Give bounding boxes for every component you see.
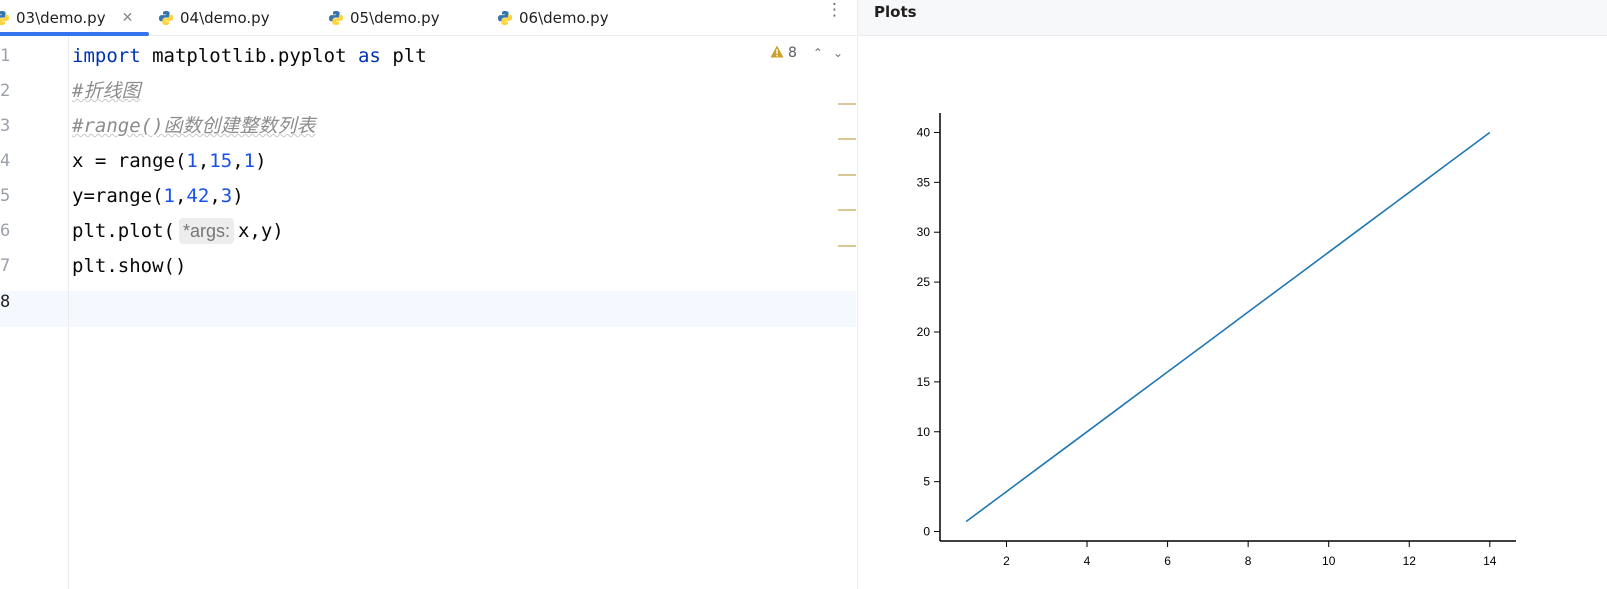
keyword: import [72,45,141,67]
comment: #range()函数创建整数列表 [72,115,316,137]
code-line-6[interactable]: plt.plot(*args: x,y) [72,213,284,249]
code-line-2[interactable]: #折线图 [72,73,140,109]
line-number: 2 [0,81,11,101]
inspection-widget[interactable]: 8 ⌃ ⌄ [770,42,843,64]
code-text: plt.show() [72,255,187,277]
y-tick-label: 15 [917,375,931,389]
more-options-icon[interactable]: ⋮ [826,0,843,20]
x-tick-label: 4 [1084,554,1091,568]
code-line-3[interactable]: #range()函数创建整数列表 [72,108,316,144]
y-tick-label: 25 [917,275,931,289]
tab-03-demo[interactable]: 03\demo.py ✕ [0,0,133,35]
code-text: x = range( [72,150,187,172]
python-file-icon [158,10,174,26]
error-stripe-mark[interactable] [838,245,856,247]
active-tab-indicator [0,32,149,36]
tab-06-demo[interactable]: 06\demo.py [497,0,609,35]
code-text: , [232,150,244,172]
line-number-current: 8 [0,292,11,312]
chevron-up-icon[interactable]: ⌃ [812,46,823,60]
code-line-4[interactable]: x = range(1,15,1) [72,143,267,179]
x-tick-label: 10 [1322,554,1336,568]
error-stripe-mark[interactable] [838,174,856,176]
number-literal: 3 [220,185,233,207]
tab-label: 05\demo.py [350,8,440,27]
current-line-highlight [0,291,856,327]
code-text: ) [255,150,267,172]
error-stripe-mark[interactable] [838,103,856,105]
error-stripe-mark[interactable] [838,209,856,211]
series-line [965,131,1491,523]
x-tick-label: 8 [1245,554,1252,568]
code-line-5[interactable]: y=range(1,42,3) [72,178,244,214]
line-number: 3 [0,116,11,136]
x-tick-label: 14 [1483,554,1497,568]
y-tick-label: 5 [923,475,930,489]
code-line-8[interactable] [72,284,852,320]
y-tick-label: 20 [917,325,931,339]
line-chart[interactable]: 2 4 6 8 10 12 14 0 5 10 15 20 25 30 35 40 [858,36,1607,589]
x-tick-label: 2 [1003,554,1010,568]
number-literal: 1 [243,150,256,172]
plots-pane: Plots 2 4 6 8 10 12 14 0 5 10 15 20 25 30 35 40 [857,0,1607,589]
tab-bar: 03\demo.py ✕ 04\demo.py 05\demo.py 06\de… [0,0,856,36]
x-tick-label: 12 [1403,554,1417,568]
editor-pane: 03\demo.py ✕ 04\demo.py 05\demo.py 06\de… [0,0,856,589]
y-tick-label: 10 [917,425,931,439]
parameter-hint: *args: [178,218,234,244]
python-file-icon [0,10,10,26]
tab-label: 06\demo.py [519,8,609,27]
chart-ticks: 2 4 6 8 10 12 14 0 5 10 15 20 25 30 35 40 [917,125,1497,568]
chart-axes [939,113,1516,542]
code-line-1[interactable]: import matplotlib.pyplot as plt [72,38,427,74]
line-number-gutter: 1 2 3 4 5 6 7 8 [0,36,69,589]
comment: #折线图 [72,80,141,102]
code-text: , [174,185,187,207]
line-number: 6 [0,221,11,241]
python-file-icon [497,10,513,26]
module-name: matplotlib.pyplot [140,45,358,67]
error-stripe-mark[interactable] [838,138,856,140]
tab-label: 04\demo.py [180,8,270,27]
y-tick-label: 0 [923,525,930,539]
chevron-down-icon[interactable]: ⌄ [832,46,844,60]
code-text: , [209,185,221,207]
tab-label: 03\demo.py [16,8,106,27]
plots-header: Plots [858,0,1607,36]
alias-name: plt [380,45,427,67]
line-number: 7 [0,256,11,276]
close-icon[interactable]: ✕ [121,9,134,26]
y-tick-label: 35 [917,175,931,189]
warning-count: 8 [788,45,797,61]
y-tick-label: 40 [917,125,931,139]
y-tick-label: 30 [917,225,931,239]
python-file-icon [328,10,344,26]
line-number: 5 [0,186,11,206]
code-text: y=range( [72,185,164,207]
tab-05-demo[interactable]: 05\demo.py [328,0,440,35]
number-literal: 42 [186,185,210,207]
code-text: , [197,150,210,172]
keyword: as [357,45,381,67]
code-text: ) [232,185,244,207]
number-literal: 1 [163,185,175,207]
warning-icon [770,45,784,62]
code-text: x,y) [237,220,284,242]
chart-series [965,131,1491,523]
tab-04-demo[interactable]: 04\demo.py [158,0,270,35]
plots-title: Plots [874,3,917,21]
code-text: plt.plot( [72,220,175,242]
code-line-7[interactable]: plt.show() [72,248,186,284]
number-literal: 15 [209,150,233,172]
line-number: 1 [0,46,11,66]
x-tick-label: 6 [1164,554,1171,568]
number-literal: 1 [186,150,198,172]
line-number: 4 [0,151,11,171]
